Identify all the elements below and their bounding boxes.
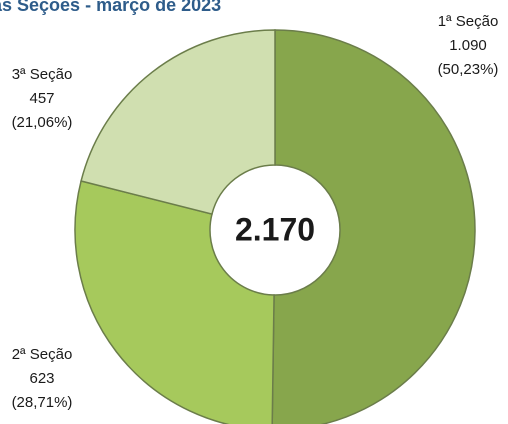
slice-category: 2ª Seção — [12, 346, 73, 363]
slice-category: 3ª Seção — [12, 66, 73, 83]
slice-percentage: (21,06%) — [12, 114, 73, 131]
donut-slice — [271, 29, 476, 424]
donut-slice — [80, 29, 276, 215]
slice-value: 623 — [29, 370, 54, 387]
slice-percentage: (28,71%) — [12, 394, 73, 411]
donut-total: 2.170 — [235, 211, 315, 247]
slice-value: 457 — [29, 90, 54, 107]
slice-category: 1ª Seção — [438, 13, 499, 30]
donut-slice — [74, 180, 275, 424]
chart-title: as Seções - março de 2023 — [0, 0, 221, 15]
slice-percentage: (50,23%) — [438, 61, 499, 78]
slice-value: 1.090 — [449, 37, 487, 54]
